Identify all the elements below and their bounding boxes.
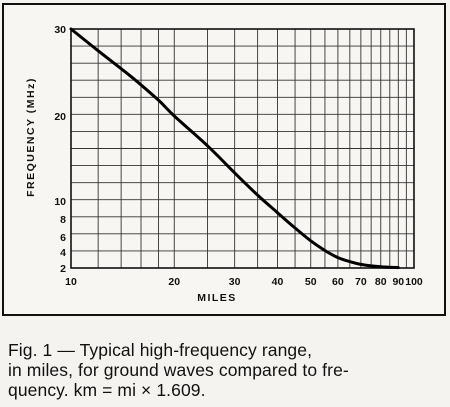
y-tick-label: 20 bbox=[54, 111, 66, 123]
y-tick-label: 4 bbox=[60, 247, 66, 259]
y-tick-label: 30 bbox=[54, 24, 66, 36]
series-line bbox=[69, 27, 400, 270]
x-tick-label: 10 bbox=[65, 276, 77, 288]
x-tick-label: 30 bbox=[229, 276, 241, 288]
frequency-vs-miles-chart: 10 20 30 40 50 60 70 80 90 100 2 4 6 8 10 20 30 MILES FR… bbox=[25, 24, 423, 304]
y-tick-label: 10 bbox=[54, 196, 66, 208]
axes bbox=[70, 28, 415, 269]
x-tick-label: 50 bbox=[305, 276, 317, 288]
x-tick-label: 80 bbox=[375, 276, 387, 288]
y-axis-title: FREQUENCY (MHz) bbox=[25, 77, 37, 197]
y-tick-label: 6 bbox=[60, 232, 66, 244]
figure-caption: Fig. 1 — Typical high-frequency range, i… bbox=[8, 340, 444, 400]
caption-line-1: Fig. 1 — Typical high-frequency range, bbox=[8, 340, 313, 360]
y-tick-label: 2 bbox=[60, 263, 66, 275]
x-tick-label: 70 bbox=[355, 276, 367, 288]
x-axis-title: MILES bbox=[197, 292, 237, 304]
x-tick-label: 40 bbox=[272, 276, 284, 288]
y-tick-label: 8 bbox=[60, 214, 66, 226]
x-tick-label: 100 bbox=[405, 276, 423, 288]
grid bbox=[71, 29, 414, 268]
caption-line-2: in miles, for ground waves compared to f… bbox=[8, 360, 349, 380]
tick-labels: 10 20 30 40 50 60 70 80 90 100 2 4 6 8 10 20 30 bbox=[54, 24, 423, 288]
plot-border bbox=[70, 28, 415, 269]
caption-line-3: quency. km = mi × 1.609. bbox=[8, 380, 206, 400]
x-tick-label: 60 bbox=[332, 276, 344, 288]
x-tick-label: 90 bbox=[392, 276, 404, 288]
x-tick-label: 20 bbox=[168, 276, 180, 288]
series bbox=[69, 27, 400, 270]
chart-frame: 10 20 30 40 50 60 70 80 90 100 2 4 6 8 10 20 30 MILES FR… bbox=[2, 3, 446, 316]
